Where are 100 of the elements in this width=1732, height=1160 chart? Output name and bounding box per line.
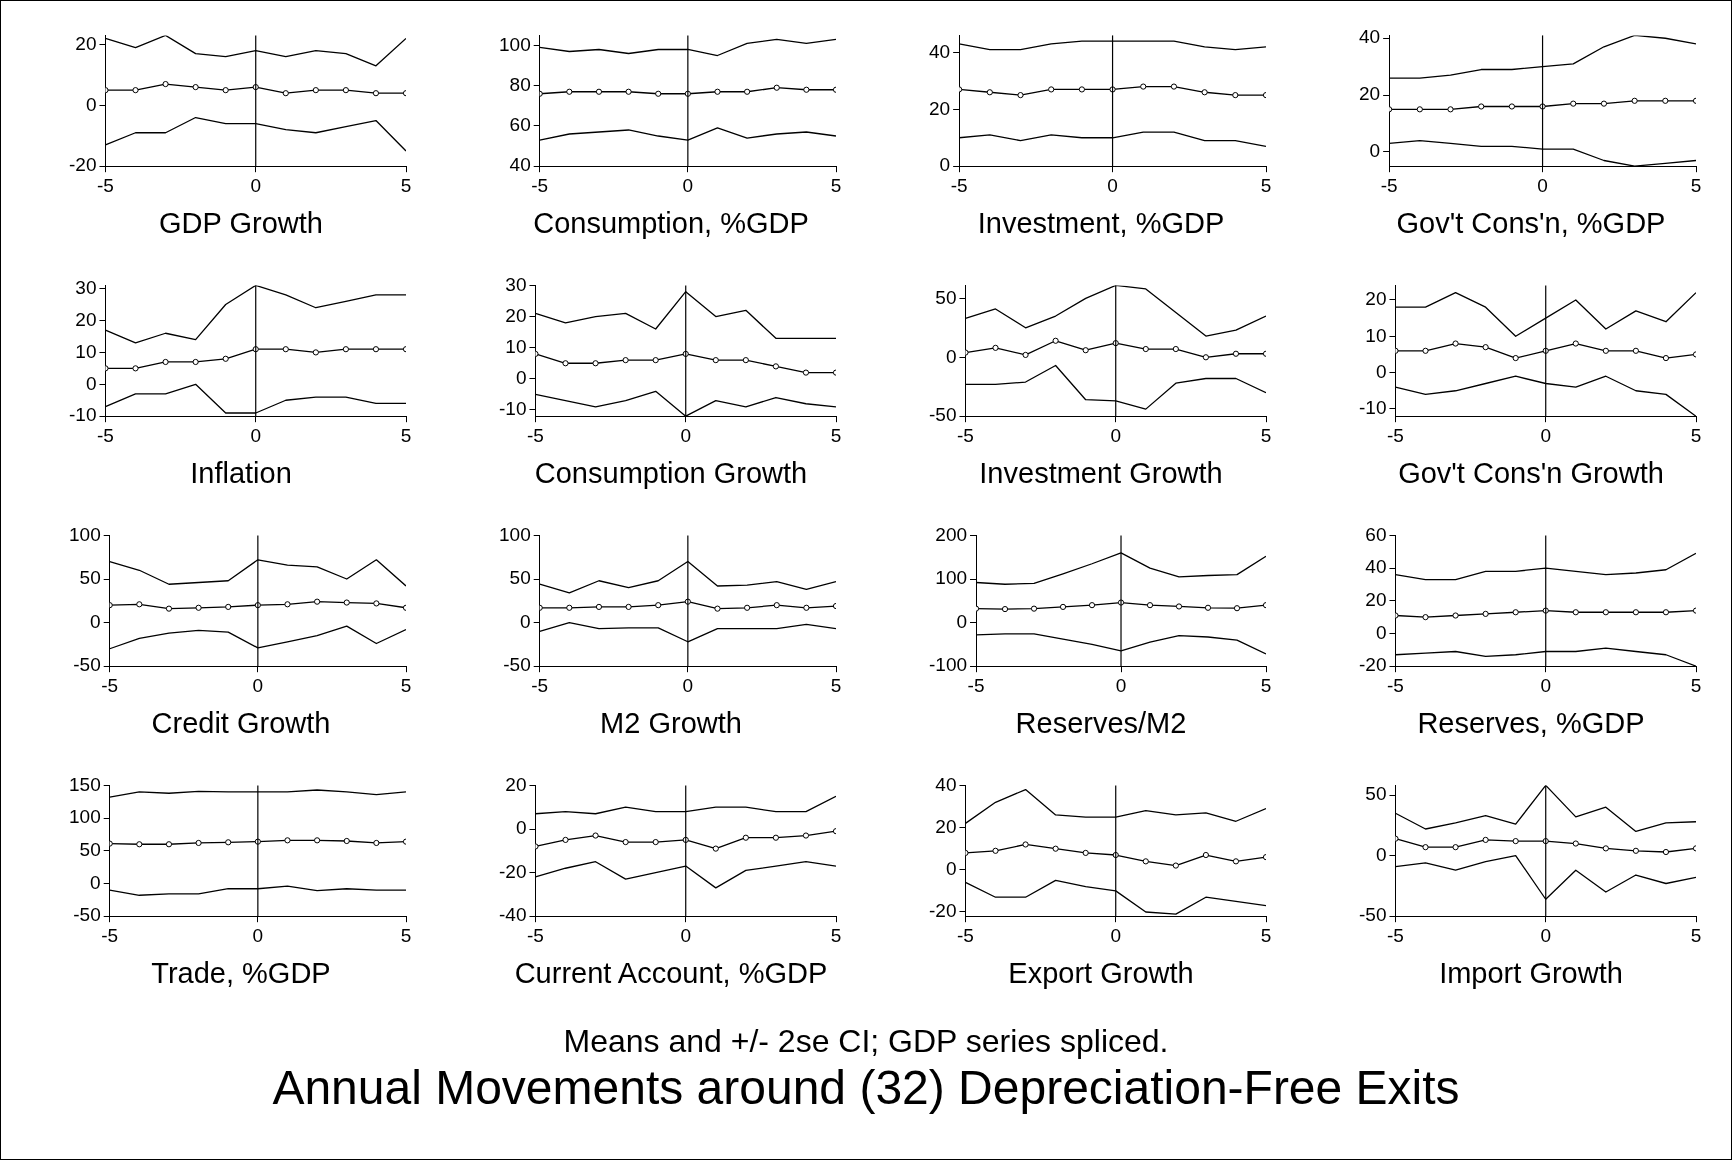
x-tick-label: 0 — [252, 674, 264, 696]
text: Credit Growth — [150, 707, 332, 740]
y-tick-label: -50 — [73, 904, 101, 926]
x-tick-label: 0 — [1540, 674, 1552, 696]
y-tick-label: 10 — [75, 340, 97, 362]
x-tick-label: -5 — [101, 924, 119, 946]
x-tick-label: -5 — [97, 424, 114, 446]
text: Current Account, %GDP — [513, 957, 829, 990]
y-tick-label: 50 — [935, 286, 957, 308]
y-tick-label: -10 — [498, 398, 527, 420]
y-tick-label: -20 — [68, 154, 97, 176]
x-tick-label: 5 — [830, 424, 842, 446]
y-tick-label: 50 — [509, 567, 531, 589]
y-tick-label: 0 — [945, 345, 957, 367]
x-tick-label: 5 — [1690, 924, 1702, 946]
text: Gov't Cons'n, %GDP — [1395, 207, 1667, 240]
y-tick-label: 0 — [1375, 621, 1387, 643]
text: Consumption Growth — [533, 457, 809, 490]
y-tick-label: 50 — [79, 839, 101, 861]
x-tick-label: 0 — [1110, 924, 1122, 946]
x-tick-label: 0 — [680, 424, 692, 446]
x-tick-label: 5 — [830, 924, 842, 946]
y-tick-label: 20 — [75, 32, 97, 54]
y-tick-label: 100 — [935, 567, 968, 589]
x-tick-label: 0 — [682, 674, 694, 696]
y-tick-label: 50 — [1365, 783, 1387, 805]
y-tick-label: 150 — [69, 773, 101, 795]
text: Annual Movements around (32) Depreciation-Free Exits — [271, 1060, 1461, 1115]
x-tick-label: 5 — [1690, 424, 1702, 446]
x-tick-label: 0 — [1115, 674, 1127, 696]
y-tick-label: 40 — [935, 773, 957, 795]
y-tick-label: 0 — [945, 858, 957, 880]
text: Means and +/- 2se CI; GDP series spliced. — [562, 1023, 1170, 1060]
y-tick-label: 0 — [520, 610, 531, 632]
text: Inflation — [189, 457, 293, 490]
y-tick-label: 0 — [90, 871, 101, 893]
text: Investment, %GDP — [976, 207, 1226, 240]
y-tick-label: 100 — [499, 523, 531, 545]
y-tick-label: 80 — [509, 73, 531, 95]
x-tick-label: 0 — [680, 924, 692, 946]
x-tick-label: 5 — [1690, 674, 1702, 696]
y-tick-label: 40 — [1358, 26, 1381, 48]
x-tick-label: -5 — [950, 174, 968, 196]
x-tick-label: 5 — [400, 924, 412, 946]
y-tick-label: 10 — [1365, 324, 1387, 346]
x-tick-label: 0 — [1540, 924, 1552, 946]
x-tick-label: -5 — [531, 174, 549, 196]
x-tick-label: -5 — [97, 174, 114, 196]
y-tick-label: -20 — [928, 900, 957, 922]
y-tick-label: 60 — [1365, 523, 1387, 545]
y-tick-label: 20 — [1365, 589, 1387, 611]
y-tick-label: 0 — [90, 610, 101, 632]
y-tick-label: 200 — [935, 523, 968, 545]
x-tick-label: 5 — [1690, 174, 1702, 196]
x-tick-label: 5 — [830, 674, 842, 696]
y-tick-label: 0 — [939, 154, 951, 176]
x-tick-label: 0 — [1107, 174, 1118, 196]
y-tick-label: -10 — [68, 404, 97, 426]
y-tick-label: 40 — [509, 154, 531, 176]
y-tick-label: 10 — [505, 335, 527, 357]
y-tick-label: -20 — [498, 860, 527, 882]
x-tick-label: 5 — [830, 174, 842, 196]
x-tick-label: -5 — [1387, 924, 1404, 946]
x-tick-label: -5 — [1387, 424, 1404, 446]
y-tick-label: 100 — [69, 806, 101, 828]
y-tick-label: 20 — [928, 97, 951, 119]
x-tick-label: -5 — [101, 674, 119, 696]
y-tick-label: 0 — [85, 93, 97, 115]
y-tick-label: 20 — [1358, 83, 1381, 105]
y-tick-label: 50 — [79, 567, 101, 589]
text: Export Growth — [1007, 957, 1195, 990]
x-tick-label: -5 — [527, 424, 544, 446]
y-tick-label: -100 — [929, 654, 968, 676]
x-tick-label: 0 — [1537, 174, 1548, 196]
y-tick-label: 30 — [75, 276, 97, 298]
x-tick-label: 5 — [400, 424, 412, 446]
y-tick-label: 20 — [1365, 288, 1387, 310]
x-tick-label: 0 — [250, 424, 262, 446]
x-tick-label: 5 — [400, 674, 412, 696]
y-tick-label: 100 — [499, 33, 531, 55]
y-tick-label: 0 — [956, 610, 968, 632]
x-tick-label: -5 — [1380, 174, 1398, 196]
text: Trade, %GDP — [150, 957, 332, 990]
x-tick-label: 0 — [252, 924, 264, 946]
x-tick-label: 5 — [400, 174, 412, 196]
y-tick-label: 0 — [1375, 843, 1387, 865]
y-tick-label: 0 — [515, 817, 527, 839]
y-tick-label: 40 — [928, 40, 951, 62]
x-tick-label: 5 — [1260, 674, 1272, 696]
y-tick-label: -50 — [928, 404, 957, 426]
x-tick-label: -5 — [957, 424, 974, 446]
y-tick-label: 40 — [1365, 556, 1387, 578]
y-tick-label: -50 — [1358, 904, 1387, 926]
x-tick-label: -5 — [957, 924, 974, 946]
text: M2 Growth — [599, 707, 743, 740]
y-tick-label: 100 — [69, 523, 101, 545]
x-tick-label: 5 — [1260, 174, 1272, 196]
x-tick-label: 5 — [1260, 424, 1272, 446]
text: Reserves, %GDP — [1416, 707, 1646, 740]
x-tick-label: -5 — [531, 674, 549, 696]
